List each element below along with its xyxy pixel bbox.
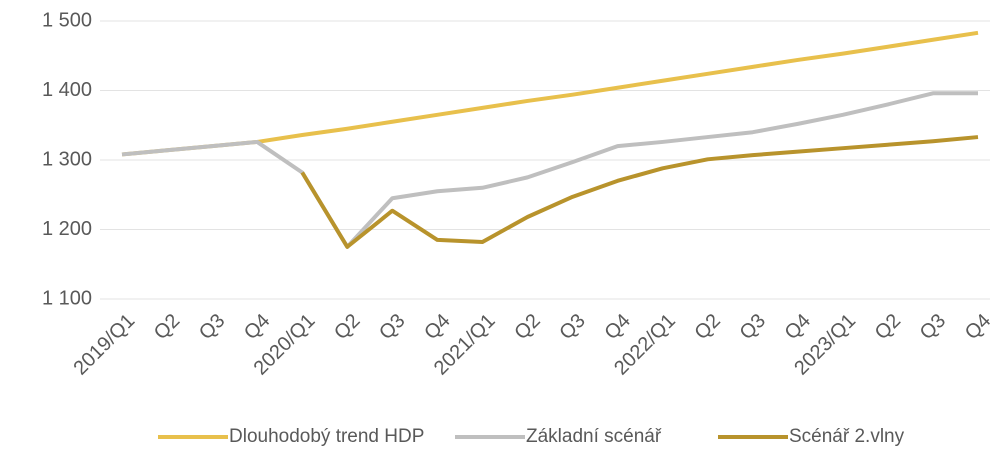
legend-label: Dlouhodobý trend HDP (229, 426, 424, 447)
x-tick-label: 2019/Q1 (69, 310, 139, 380)
x-tick-label: Q2 (691, 310, 725, 344)
x-tick-label: Q3 (555, 310, 589, 344)
x-tick-label: Q3 (916, 310, 950, 344)
x-tick-label: Q4 (781, 310, 815, 344)
x-tick-label: Q2 (330, 310, 364, 344)
y-tick-label: 1 500 (42, 9, 92, 31)
series-line (121, 30, 979, 157)
y-tick-label: 1 300 (42, 148, 92, 170)
x-tick-label: Q4 (420, 310, 454, 344)
series-line (121, 91, 978, 249)
x-tick-label: Q4 (961, 310, 990, 344)
legend-label: Základní scénář (526, 426, 662, 447)
x-tick-label: Q2 (871, 310, 905, 344)
x-tick-label: Q3 (736, 310, 770, 344)
x-tick-label: Q4 (240, 310, 274, 344)
y-tick-label: 1 400 (42, 79, 92, 101)
y-tick-label: 1 100 (42, 287, 92, 309)
y-tick-label: 1 200 (42, 218, 92, 240)
series-line (300, 135, 979, 249)
x-tick-label: Q4 (600, 310, 634, 344)
x-tick-label: Q3 (375, 310, 409, 344)
x-tick-label: Q2 (510, 310, 544, 344)
legend-label: Scénář 2.vlny (789, 426, 905, 447)
x-tick-label: Q2 (150, 310, 184, 344)
x-tick-label: Q3 (195, 310, 229, 344)
